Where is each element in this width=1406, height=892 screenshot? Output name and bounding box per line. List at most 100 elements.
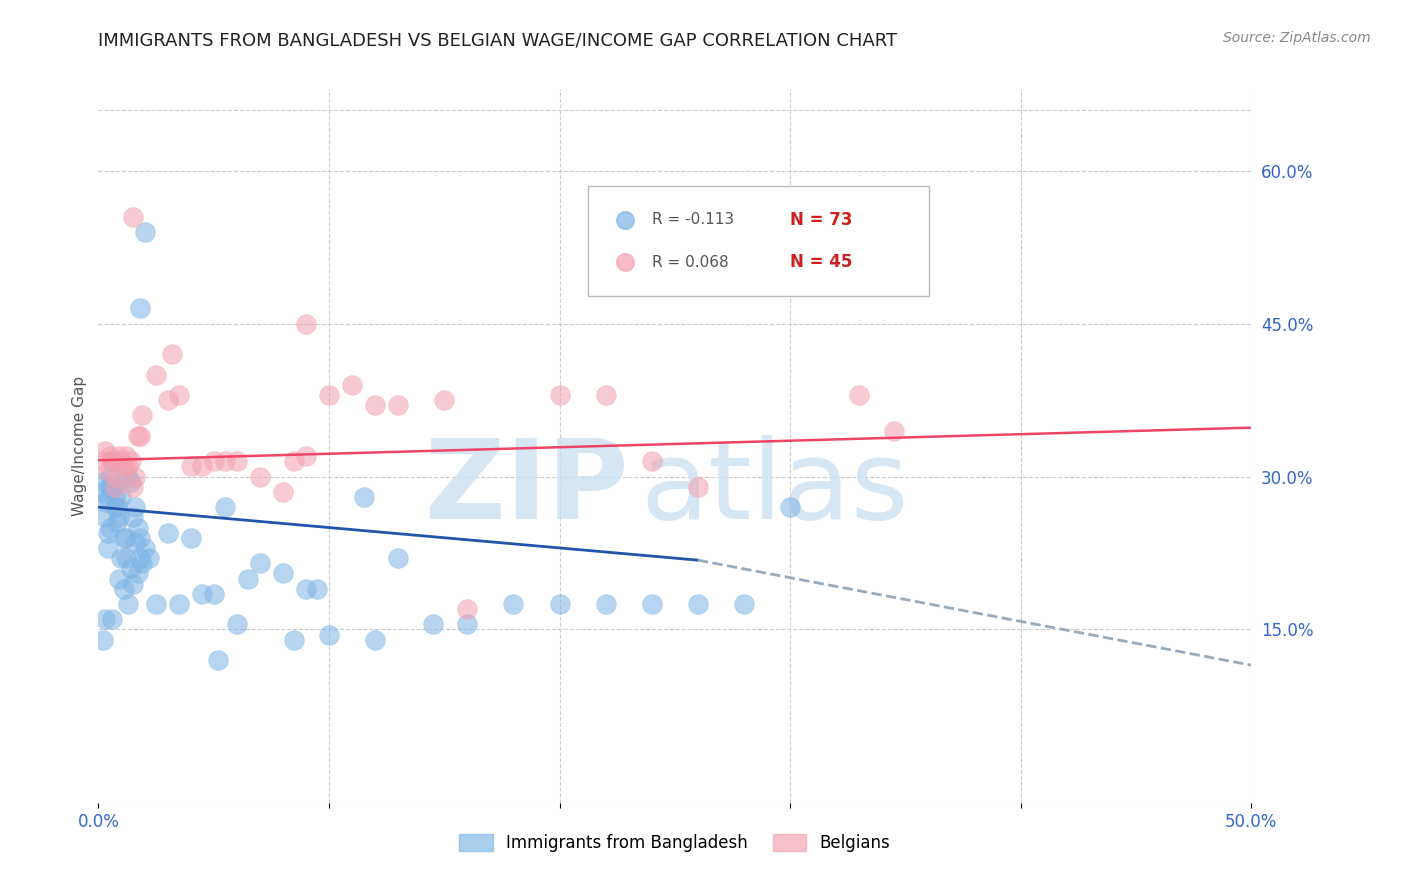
Point <box>122 576 145 591</box>
Point <box>191 459 214 474</box>
Point <box>225 454 247 468</box>
Point <box>180 459 202 474</box>
Point <box>115 551 138 566</box>
Point <box>848 388 870 402</box>
Point <box>101 454 124 468</box>
Point <box>283 632 305 647</box>
Point <box>112 459 135 474</box>
Point <box>103 500 125 515</box>
Point <box>456 617 478 632</box>
Point <box>295 317 318 331</box>
Point <box>90 484 112 499</box>
Point <box>91 475 114 489</box>
Point <box>160 347 183 361</box>
Point <box>112 582 135 596</box>
Point <box>97 490 120 504</box>
Point <box>340 377 363 392</box>
Point <box>686 480 709 494</box>
Point <box>191 587 214 601</box>
Point <box>112 531 135 545</box>
Point <box>91 454 114 468</box>
Point <box>167 388 190 402</box>
Point <box>127 566 149 581</box>
Point <box>180 531 202 545</box>
Point <box>167 597 190 611</box>
Point <box>98 469 121 483</box>
Point <box>134 541 156 555</box>
Point <box>97 465 120 479</box>
Point <box>202 454 225 468</box>
Point <box>456 602 478 616</box>
Point <box>120 475 142 489</box>
Point <box>129 551 152 566</box>
Point <box>122 480 145 494</box>
Point <box>115 531 138 545</box>
FancyBboxPatch shape <box>588 186 928 296</box>
Point <box>91 632 114 647</box>
Y-axis label: Wage/Income Gap: Wage/Income Gap <box>72 376 87 516</box>
Point <box>98 449 121 463</box>
Point <box>387 398 409 412</box>
Point <box>108 572 131 586</box>
Point <box>295 449 318 463</box>
Point <box>686 597 709 611</box>
Point <box>1140 3 1163 17</box>
Point <box>138 551 160 566</box>
Point <box>641 597 664 611</box>
Point <box>364 398 387 412</box>
Point <box>103 480 125 494</box>
Point <box>94 612 117 626</box>
Point <box>156 393 179 408</box>
Point <box>548 597 571 611</box>
Point <box>97 525 120 540</box>
Point <box>94 510 117 524</box>
Point <box>502 597 524 611</box>
Point <box>595 388 617 402</box>
Point <box>94 495 117 509</box>
Point <box>101 612 124 626</box>
Point <box>249 556 271 570</box>
Point <box>214 500 236 515</box>
Point <box>127 520 149 534</box>
Point <box>318 627 340 641</box>
Text: N = 45: N = 45 <box>790 253 852 271</box>
Point <box>120 454 142 468</box>
Point <box>733 597 755 611</box>
Point <box>145 597 167 611</box>
Point <box>364 632 387 647</box>
Point <box>122 210 145 224</box>
Point <box>548 388 571 402</box>
Point <box>271 566 294 581</box>
Point <box>779 500 801 515</box>
Point <box>883 424 905 438</box>
Point <box>94 444 117 458</box>
Point <box>97 541 120 555</box>
Point <box>225 617 247 632</box>
Point <box>124 500 146 515</box>
Point <box>105 469 128 483</box>
Point <box>207 653 229 667</box>
Point <box>131 409 153 423</box>
Text: R = -0.113: R = -0.113 <box>652 212 734 227</box>
Point <box>433 393 456 408</box>
Text: IMMIGRANTS FROM BANGLADESH VS BELGIAN WAGE/INCOME GAP CORRELATION CHART: IMMIGRANTS FROM BANGLADESH VS BELGIAN WA… <box>98 31 897 49</box>
Point <box>238 572 260 586</box>
Point <box>641 454 664 468</box>
Text: R = 0.068: R = 0.068 <box>652 254 728 269</box>
Text: atlas: atlas <box>640 435 908 542</box>
Point <box>283 454 305 468</box>
Text: ZIP: ZIP <box>426 435 628 542</box>
Point <box>98 480 121 494</box>
Point <box>110 454 132 468</box>
Point <box>318 388 340 402</box>
Point <box>353 490 375 504</box>
Point <box>295 582 318 596</box>
Point <box>129 429 152 443</box>
Point <box>156 525 179 540</box>
Text: Source: ZipAtlas.com: Source: ZipAtlas.com <box>1223 31 1371 45</box>
Point <box>145 368 167 382</box>
Point <box>124 469 146 483</box>
Point <box>103 490 125 504</box>
Point <box>120 561 142 575</box>
Point <box>105 516 128 530</box>
